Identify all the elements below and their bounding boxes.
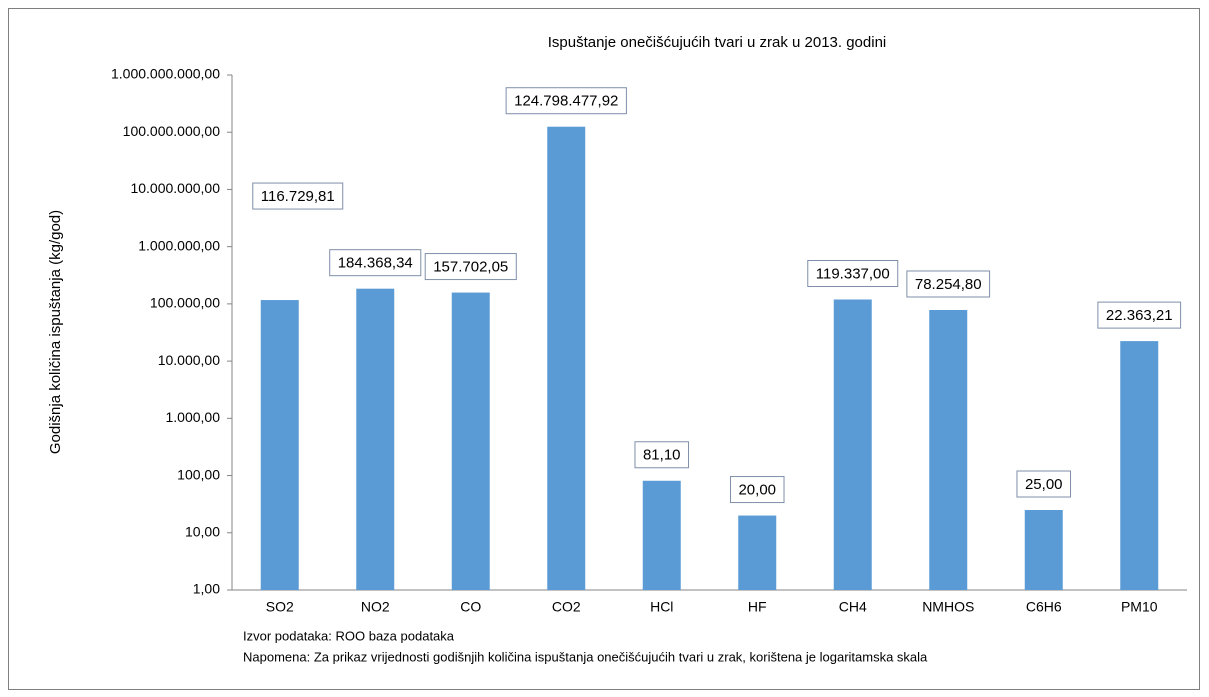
source-note: Izvor podataka: ROO baza podataka [243,628,455,643]
data-label: 116.729,81 [261,188,335,205]
data-label: 20,00 [738,482,776,499]
bar [547,126,586,590]
bar [738,515,777,590]
data-label-box [634,441,690,469]
y-tick-label: 1,00 [193,581,220,597]
x-tick-label: CH4 [839,599,867,615]
x-tick-label: PM10 [1121,599,1158,615]
x-tick-label: C6H6 [1026,599,1062,615]
data-label-box [329,249,422,277]
x-tick-label: SO2 [266,599,294,615]
x-tick-label: CO2 [552,599,581,615]
data-label-box [807,259,899,287]
y-tick-label: 1.000.000.000,00 [111,66,220,82]
y-axis-label: Godišnja količina ispuštanja (kg/god) [47,210,64,454]
bar [451,292,490,590]
data-label-box [729,476,785,504]
y-tick-label: 10.000.000,00 [130,180,220,196]
footnote: Napomena: Za prikaz vrijednosti godišnji… [243,649,928,664]
bar [833,299,872,590]
data-label: 22.363,21 [1106,307,1173,324]
x-tick-label: HF [748,599,767,615]
data-label-box [1016,470,1072,498]
data-label: 157.702,05 [433,259,508,276]
data-label-box [424,253,517,281]
chart-border [8,8,1200,690]
data-label: 25,00 [1025,476,1063,493]
data-label: 119.337,00 [816,265,890,282]
data-label: 124.798.477,92 [514,93,618,110]
y-tick-label: 1.000.000,00 [138,237,220,253]
data-label-box [505,87,627,115]
y-tick-label: 10,00 [185,523,220,539]
data-label: 184.368,34 [338,255,413,272]
y-tick-label: 100.000.000,00 [123,123,221,139]
bar [356,288,395,590]
y-tick-label: 100.000,00 [150,295,220,311]
data-label-box [906,270,991,298]
data-label-box [252,182,344,210]
chart-title: Ispuštanje onečišćujućih tvari u zrak u … [548,34,887,51]
bar [1120,341,1159,590]
bar [642,480,681,590]
bar [929,309,968,590]
bar [260,300,299,590]
x-tick-label: HCl [650,599,673,615]
bar [1024,510,1063,590]
data-label: 78.254,80 [915,276,982,293]
x-tick-label: CO [460,599,481,615]
x-tick-label: NMHOS [922,599,974,615]
data-label: 81,10 [643,447,681,464]
x-tick-label: NO2 [361,599,390,615]
y-tick-label: 1.000,00 [166,409,221,425]
y-tick-label: 100,00 [177,466,220,482]
y-tick-label: 10.000,00 [158,352,220,368]
data-label-box [1097,301,1182,329]
